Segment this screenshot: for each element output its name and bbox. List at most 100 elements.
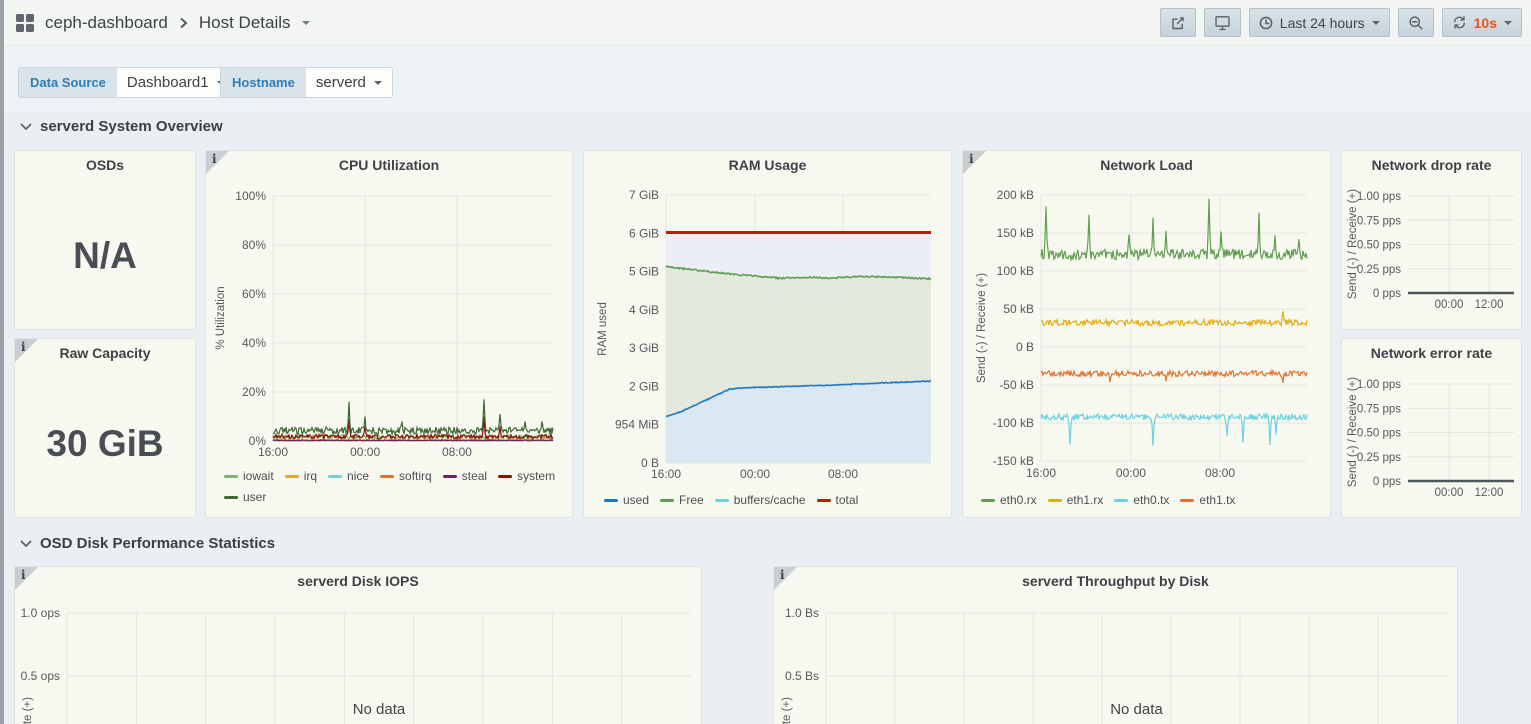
- collapsed-sidebar-strip[interactable]: [0, 0, 4, 724]
- panel-title[interactable]: Network drop rate: [1371, 157, 1492, 173]
- panel-info-icon[interactable]: [963, 151, 986, 174]
- filter-chip-datasource: Data Source Dashboard1: [18, 67, 236, 98]
- panel-info-icon[interactable]: [774, 567, 797, 590]
- svg-text:00:00: 00:00: [1435, 299, 1464, 311]
- legend-label: system: [517, 469, 556, 483]
- filter-value: serverd: [315, 74, 366, 91]
- svg-text:0%: 0%: [249, 434, 267, 448]
- apps-grid-icon[interactable]: [16, 13, 34, 32]
- singlestat-value: N/A: [73, 235, 137, 276]
- section-header-osd-disk-stats[interactable]: OSD Disk Performance Statistics: [20, 535, 275, 552]
- legend-item[interactable]: eth0.rx: [981, 493, 1037, 507]
- svg-text:00:00: 00:00: [1116, 466, 1146, 480]
- legend-swatch-icon: [604, 498, 618, 502]
- filter-value-dropdown[interactable]: Dashboard1: [116, 68, 235, 97]
- panel-title[interactable]: Network Load: [1100, 157, 1193, 173]
- legend-label: nice: [347, 469, 370, 483]
- breadcrumb-separator-icon: [179, 17, 188, 29]
- legend-swatch-icon: [224, 495, 238, 499]
- legend-item[interactable]: Free: [660, 493, 704, 507]
- legend-item[interactable]: system: [498, 469, 555, 483]
- legend-swatch-icon: [380, 474, 395, 478]
- breadcrumb: ceph-dashboard Host Details: [4, 13, 310, 33]
- panel-title[interactable]: OSDs: [85, 157, 125, 173]
- breadcrumb-caret-icon[interactable]: [301, 20, 310, 25]
- legend-label: eth0.rx: [1000, 493, 1037, 507]
- section-title: OSD Disk Performance Statistics: [40, 535, 276, 552]
- info-glyph: i: [969, 152, 974, 166]
- panel-info-icon[interactable]: [15, 339, 38, 362]
- svg-text:0 B: 0 B: [1016, 340, 1034, 354]
- svg-text:4 GiB: 4 GiB: [629, 303, 659, 317]
- refresh-button[interactable]: 10s: [1441, 8, 1522, 37]
- legend-item[interactable]: buffers/cache: [714, 493, 806, 507]
- legend-item[interactable]: user: [224, 490, 266, 504]
- svg-text:40%: 40%: [242, 336, 266, 350]
- legend-item[interactable]: eth1.tx: [1180, 493, 1235, 507]
- dashboard-submenu: Data Source Dashboard1 Hostname serverd: [4, 46, 1531, 112]
- zoom-out-icon: [1409, 15, 1423, 30]
- timeseries-chart-disk-iops[interactable]: 1.0 ops 0.5 ops No data Read (-) / Write (+…: [15, 567, 701, 724]
- panel-title[interactable]: RAM Usage: [728, 157, 807, 173]
- timeseries-chart-ram[interactable]: 7 GiB 6 GiB 5 GiB 4 GiB 3 GiB 2 GiB 954 MiB 0 B…: [584, 151, 951, 487]
- tv-mode-button[interactable]: [1203, 8, 1241, 37]
- filter-chip-hostname: Hostname serverd: [220, 67, 393, 98]
- panel-throughput-by-disk: i serverd Throughput by Disk 1.0 Bs 0.5 B…: [773, 566, 1458, 724]
- filter-label: Data Source: [19, 68, 117, 97]
- timeseries-chart-cpu[interactable]: 100% 80% 60% 40% 20% 0%16:00 00:00 08:00 % Utili…: [206, 151, 572, 465]
- clock-icon: [1259, 16, 1273, 29]
- legend-label: softirq: [399, 469, 432, 483]
- panel-network-load: i Network Load 200 kB 150 kB 100 kB 50 kB 0 …: [962, 150, 1331, 518]
- legend-swatch-icon: [284, 474, 299, 478]
- share-button[interactable]: [1159, 8, 1196, 37]
- timeseries-chart-error-rate[interactable]: 1.00 pps 0.75 pps 0.50 pps 0.25 pps 0 pps 00:…: [1342, 339, 1521, 517]
- monitor-icon: [1215, 16, 1230, 31]
- legend-swatch-icon: [714, 498, 729, 502]
- panel-title[interactable]: Network error rate: [1370, 345, 1493, 361]
- legend-label: eth1.tx: [1199, 493, 1236, 507]
- legend-swatch-icon: [1180, 498, 1195, 502]
- panel-disk-iops: i serverd Disk IOPS 1.0 ops 0.5 ops No dat…: [14, 566, 702, 724]
- timeseries-chart-drop-rate[interactable]: 1.00 pps 0.75 pps 0.50 pps 0.25 pps 0 pps 00:…: [1342, 151, 1521, 329]
- panel-title[interactable]: serverd Disk IOPS: [297, 573, 419, 589]
- legend-item[interactable]: eth1.rx: [1047, 493, 1104, 507]
- info-glyph: i: [780, 568, 785, 582]
- svg-text:16:00: 16:00: [258, 445, 288, 459]
- filter-value-dropdown[interactable]: serverd: [305, 68, 392, 97]
- panel-title[interactable]: Raw Capacity: [59, 345, 151, 361]
- timeseries-chart-throughput[interactable]: 1.0 Bs 0.5 Bs No data Read (-) / Write (+): [774, 567, 1457, 724]
- panel-info-icon[interactable]: [206, 151, 229, 174]
- filter-label: Hostname: [221, 68, 306, 97]
- legend-item[interactable]: irq: [284, 469, 317, 483]
- section-header-system-overview[interactable]: serverd System Overview: [20, 118, 223, 135]
- legend-item[interactable]: iowait: [224, 469, 274, 483]
- svg-text:0.50 pps: 0.50 pps: [1357, 240, 1401, 252]
- section-title: serverd System Overview: [40, 118, 223, 135]
- legend-label: eth1.rx: [1066, 493, 1104, 507]
- timeseries-chart-network[interactable]: 200 kB 150 kB 100 kB 50 kB 0 B -50 kB -100 kB -…: [963, 151, 1330, 487]
- panel-info-icon[interactable]: [15, 567, 38, 590]
- breadcrumb-app[interactable]: ceph-dashboard: [45, 12, 168, 32]
- svg-text:100 kB: 100 kB: [997, 264, 1034, 278]
- svg-text:1.00 pps: 1.00 pps: [1357, 379, 1401, 391]
- svg-text:12:00: 12:00: [1475, 299, 1504, 311]
- svg-text:1.0 ops: 1.0 ops: [21, 606, 60, 620]
- time-range-button[interactable]: Last 24 hours: [1248, 8, 1390, 37]
- svg-text:954 MiB: 954 MiB: [615, 418, 659, 432]
- legend-item[interactable]: total: [816, 493, 858, 507]
- breadcrumb-page[interactable]: Host Details: [198, 12, 291, 32]
- legend-item[interactable]: steal: [442, 469, 487, 483]
- legend-item[interactable]: softirq: [380, 469, 432, 483]
- legend-item[interactable]: nice: [328, 469, 369, 483]
- svg-text:Send (-) / Receive (+): Send (-) / Receive (+): [1347, 377, 1359, 487]
- panel-title[interactable]: CPU Utilization: [338, 157, 440, 173]
- panel-title[interactable]: serverd Throughput by Disk: [1022, 573, 1209, 589]
- legend-swatch-icon: [1114, 498, 1129, 502]
- svg-text:08:00: 08:00: [1205, 466, 1235, 480]
- caret-down-icon: [1504, 20, 1512, 25]
- legend-item[interactable]: eth0.tx: [1114, 493, 1169, 507]
- panel-cpu-utilization: i CPU Utilization 100% 80% 60% 40% 20% 0% 16:0…: [205, 150, 573, 518]
- svg-text:0.25 pps: 0.25 pps: [1357, 264, 1401, 276]
- zoom-out-button[interactable]: [1397, 8, 1434, 37]
- legend-item[interactable]: used: [604, 493, 649, 507]
